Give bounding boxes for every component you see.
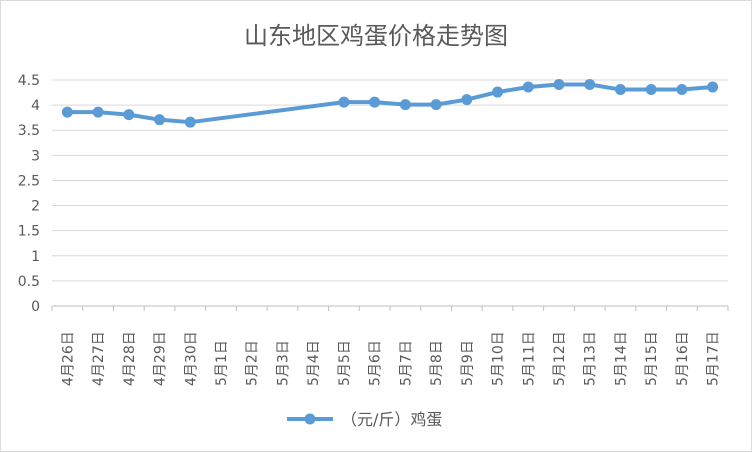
data-point xyxy=(584,79,596,91)
x-tick-label: 5月9日 xyxy=(460,340,476,386)
y-tick-label: 2 xyxy=(31,199,40,215)
data-point xyxy=(369,96,381,108)
x-tick-label: 5月11日 xyxy=(521,331,537,386)
y-tick-label: 0.5 xyxy=(18,274,40,290)
data-point xyxy=(430,99,442,111)
x-tick-label: 5月10日 xyxy=(491,331,507,386)
x-tick-label: 5月7日 xyxy=(398,340,414,386)
x-tick-label: 5月5日 xyxy=(337,340,353,386)
data-point xyxy=(522,81,534,93)
y-tick-label: 4 xyxy=(31,98,40,114)
x-tick-label: 4月29日 xyxy=(153,331,169,386)
legend-label: （元/斤）鸡蛋 xyxy=(341,410,442,429)
x-tick-label: 5月4日 xyxy=(306,340,322,386)
x-tick-label: 5月13日 xyxy=(583,331,599,386)
y-tick-label: 1 xyxy=(31,249,40,265)
y-tick-label: 1.5 xyxy=(18,224,40,240)
chart-title: 山东地区鸡蛋价格走势图 xyxy=(244,22,508,50)
data-point xyxy=(645,84,657,96)
y-tick-label: 4.5 xyxy=(18,73,40,89)
x-tick-label: 5月15日 xyxy=(644,331,660,386)
x-tick-label: 5月17日 xyxy=(706,331,722,386)
data-point xyxy=(399,99,411,111)
data-point xyxy=(338,96,350,108)
x-tick-label: 4月30日 xyxy=(183,331,199,386)
x-tick-label: 5月1日 xyxy=(214,340,230,386)
x-tick-label: 5月2日 xyxy=(245,340,261,386)
data-point xyxy=(614,84,626,96)
y-tick-label: 3.5 xyxy=(18,123,40,139)
data-point xyxy=(92,106,104,118)
data-point xyxy=(553,79,565,91)
legend: （元/斤）鸡蛋 xyxy=(287,410,442,429)
data-point xyxy=(676,84,688,96)
x-tick-label: 5月12日 xyxy=(552,331,568,386)
x-tick-label: 5月16日 xyxy=(675,331,691,386)
data-point xyxy=(123,109,135,121)
y-tick-label: 2.5 xyxy=(18,173,40,189)
y-tick-label: 3 xyxy=(31,148,40,164)
data-point xyxy=(61,106,73,118)
data-point xyxy=(154,114,166,126)
data-point xyxy=(461,94,473,106)
data-point xyxy=(492,86,504,98)
data-point xyxy=(184,116,196,128)
x-tick-label: 5月3日 xyxy=(275,340,291,386)
data-point xyxy=(707,81,719,93)
x-tick-label: 5月6日 xyxy=(368,340,384,386)
x-tick-label: 4月27日 xyxy=(91,331,107,386)
legend-marker xyxy=(304,413,316,425)
x-tick-label: 5月8日 xyxy=(429,340,445,386)
y-tick-label: 0 xyxy=(31,299,40,315)
x-tick-label: 4月26日 xyxy=(60,331,76,386)
x-tick-label: 5月14日 xyxy=(613,331,629,386)
x-tick-label: 4月28日 xyxy=(122,331,138,386)
